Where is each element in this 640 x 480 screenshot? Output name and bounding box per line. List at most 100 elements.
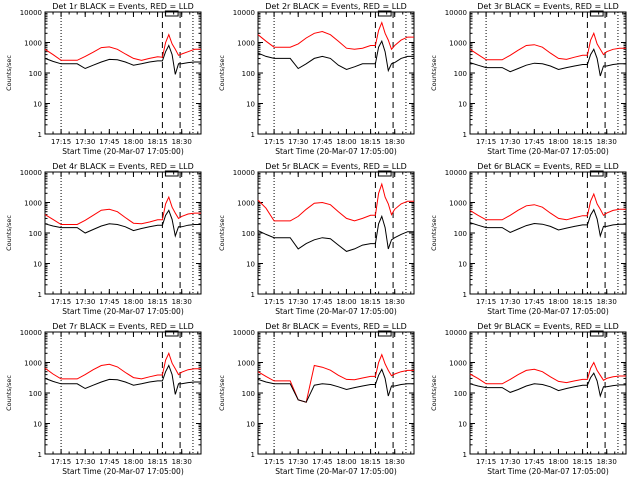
chart-panel-1: Det 1r BLACK = Events, RED = LLD 1 10 100 10…: [5, 2, 202, 156]
y-tick-label: 100: [242, 70, 255, 78]
x-axis-label: Start Time (20-Mar-07 17:05:00): [487, 467, 609, 476]
plot-frame: [469, 11, 627, 135]
chart-title: Det 2r BLACK = Events, RED = LLD: [265, 2, 407, 11]
x-tick-label: 18:00: [548, 298, 568, 306]
y-tick-label: 1: [463, 131, 467, 139]
y-axis-label: Counts/sec: [430, 375, 438, 411]
x-tick-label: 18:15: [147, 458, 167, 466]
y-tick-label: 1000: [237, 40, 255, 48]
x-tick-label: 17:45: [524, 298, 544, 306]
x-tick-label: 17:15: [476, 138, 496, 146]
x-tick-label: 17:45: [312, 138, 332, 146]
lld-series-line: [44, 351, 201, 380]
y-tick-label: 100: [242, 230, 255, 238]
x-axis-label: Start Time (20-Mar-07 17:05:00): [275, 307, 397, 316]
x-tick-label: 18:00: [123, 138, 143, 146]
x-tick-label: 18:15: [572, 138, 592, 146]
lld-series-line: [469, 361, 626, 385]
x-tick-label: 17:45: [99, 138, 119, 146]
interval-bracket: [377, 330, 392, 337]
x-tick-label: 17:15: [51, 458, 71, 466]
lld-series-line: [44, 33, 201, 61]
y-tick-label: 100: [454, 70, 467, 78]
events-series-line: [469, 48, 626, 77]
events-series-line: [469, 208, 626, 238]
chart-title: Det 6r BLACK = Events, RED = LLD: [477, 162, 619, 171]
chart-title: Det 5r BLACK = Events, RED = LLD: [265, 162, 407, 171]
y-tick-label: 100: [29, 390, 42, 398]
plot-frame: [469, 331, 627, 455]
y-tick-label: 1: [463, 291, 467, 299]
x-tick-label: 18:00: [123, 298, 143, 306]
x-tick-label: 18:00: [336, 138, 356, 146]
x-tick-label: 18:30: [385, 138, 405, 146]
y-tick-label: 10000: [445, 169, 467, 177]
chart-panel-7: Det 7r BLACK = Events, RED = LLD 1 10 100 10…: [5, 322, 202, 476]
x-tick-label: 18:30: [172, 458, 192, 466]
y-axis-label: Counts/sec: [218, 375, 226, 411]
lld-series-line: [257, 353, 414, 403]
x-tick-label: 17:15: [51, 298, 71, 306]
x-tick-label: 18:30: [385, 298, 405, 306]
y-tick-label: 10000: [20, 9, 42, 17]
y-tick-label: 10: [458, 421, 467, 429]
x-tick-label: 17:30: [75, 298, 95, 306]
chart-panel-5: Det 5r BLACK = Events, RED = LLD 1 10 100 10…: [218, 162, 415, 316]
x-tick-label: 17:30: [500, 138, 520, 146]
y-tick-label: 10000: [445, 9, 467, 17]
y-tick-label: 100: [454, 390, 467, 398]
x-tick-label: 17:45: [524, 458, 544, 466]
y-tick-label: 1000: [449, 360, 467, 368]
x-tick-label: 17:30: [288, 298, 308, 306]
plot-frame: [257, 331, 415, 455]
chart-panel-6: Det 6r BLACK = Events, RED = LLD 1 10 100 10…: [430, 162, 627, 316]
y-axis-label: Counts/sec: [5, 215, 13, 251]
x-axis-label: Start Time (20-Mar-07 17:05:00): [275, 467, 397, 476]
chart-title: Det 7r BLACK = Events, RED = LLD: [52, 322, 194, 331]
y-tick-label: 10: [458, 261, 467, 269]
events-series-line: [44, 209, 201, 238]
y-tick-label: 1: [463, 451, 467, 459]
y-tick-label: 10: [33, 261, 42, 269]
x-tick-label: 18:15: [572, 458, 592, 466]
events-series-line: [469, 372, 626, 398]
y-tick-label: 1: [251, 291, 255, 299]
y-tick-label: 10: [33, 101, 42, 109]
y-tick-label: 1: [38, 131, 42, 139]
x-tick-label: 18:15: [147, 138, 167, 146]
x-tick-label: 17:15: [51, 138, 71, 146]
events-series-line: [44, 364, 201, 395]
x-tick-label: 18:30: [597, 138, 617, 146]
chart-panel-9: Det 9r BLACK = Events, RED = LLD 1 10 100 10…: [430, 322, 627, 476]
y-axis-label: Counts/sec: [218, 215, 226, 251]
x-tick-label: 18:15: [572, 298, 592, 306]
y-tick-label: 100: [454, 230, 467, 238]
lld-series-line: [469, 192, 626, 221]
x-tick-label: 18:30: [172, 298, 192, 306]
y-tick-label: 1000: [449, 200, 467, 208]
plot-frame: [257, 171, 415, 295]
y-tick-label: 1: [38, 451, 42, 459]
y-axis-label: Counts/sec: [430, 55, 438, 91]
x-tick-label: 17:15: [264, 138, 284, 146]
y-tick-label: 10: [246, 101, 255, 109]
x-tick-label: 17:45: [99, 458, 119, 466]
lld-series-line: [257, 182, 414, 222]
y-tick-label: 10000: [20, 169, 42, 177]
y-axis-label: Counts/sec: [218, 55, 226, 91]
lld-series-line: [44, 195, 201, 225]
lld-series-line: [257, 21, 414, 51]
x-tick-label: 17:45: [99, 298, 119, 306]
x-tick-label: 18:30: [172, 138, 192, 146]
x-axis-label: Start Time (20-Mar-07 17:05:00): [62, 147, 184, 156]
events-series-line: [257, 39, 414, 73]
y-tick-label: 100: [242, 390, 255, 398]
y-tick-label: 1: [251, 451, 255, 459]
y-tick-label: 1000: [24, 360, 42, 368]
x-axis-label: Start Time (20-Mar-07 17:05:00): [62, 307, 184, 316]
events-series-line: [257, 368, 414, 403]
events-series-line: [257, 214, 414, 252]
y-tick-label: 1000: [237, 200, 255, 208]
y-axis-label: Counts/sec: [5, 55, 13, 91]
